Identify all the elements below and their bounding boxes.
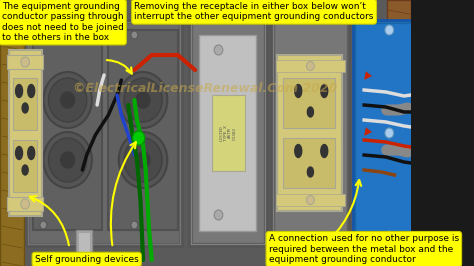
Text: Removing the receptacle in either box below won’t
interrupt the other equipment : Removing the receptacle in either box be… <box>135 2 374 21</box>
Bar <box>13 78 37 130</box>
Circle shape <box>61 92 74 108</box>
Text: Jeffrey Simpson: Jeffrey Simpson <box>331 249 403 258</box>
Bar <box>356 23 424 243</box>
Bar <box>283 78 335 128</box>
Bar <box>26 20 182 246</box>
Circle shape <box>124 138 162 182</box>
Ellipse shape <box>321 144 328 157</box>
Circle shape <box>43 72 92 128</box>
Ellipse shape <box>28 85 35 98</box>
Bar <box>33 30 102 230</box>
Ellipse shape <box>307 167 313 177</box>
Bar <box>7 55 43 69</box>
Circle shape <box>21 57 29 67</box>
Bar <box>387 0 411 266</box>
Ellipse shape <box>295 85 302 98</box>
Bar <box>353 20 427 246</box>
Bar <box>0 0 24 266</box>
Bar <box>7 197 43 211</box>
Bar <box>78 232 90 264</box>
Bar <box>276 194 345 206</box>
Circle shape <box>119 132 167 188</box>
Circle shape <box>48 78 87 122</box>
Bar <box>109 30 178 230</box>
Circle shape <box>131 221 138 229</box>
Bar <box>211 95 245 171</box>
Bar <box>277 55 343 211</box>
Bar <box>28 23 180 243</box>
Ellipse shape <box>28 147 35 160</box>
Circle shape <box>385 25 393 35</box>
Bar <box>283 138 335 188</box>
Circle shape <box>131 31 138 39</box>
Circle shape <box>40 221 47 229</box>
Circle shape <box>214 45 223 55</box>
Text: A connection used for no other purpose is
required between the metal box and the: A connection used for no other purpose i… <box>269 234 459 264</box>
Circle shape <box>385 128 393 138</box>
Ellipse shape <box>295 144 302 157</box>
Bar <box>276 60 345 72</box>
Circle shape <box>214 210 223 220</box>
Circle shape <box>21 199 29 209</box>
Circle shape <box>40 31 47 39</box>
Bar <box>13 140 37 192</box>
Circle shape <box>119 72 167 128</box>
Bar <box>76 230 92 266</box>
Ellipse shape <box>16 147 23 160</box>
Text: Self grounding devices: Self grounding devices <box>35 255 138 264</box>
Circle shape <box>48 138 87 182</box>
Bar <box>189 20 267 246</box>
Circle shape <box>385 231 393 241</box>
Bar <box>24 0 387 266</box>
Bar <box>274 23 347 243</box>
Text: ©ElectricalLicenseRenewal.Com 2020: ©ElectricalLicenseRenewal.Com 2020 <box>73 81 337 94</box>
Text: The equipment grounding
conductor passing through
does not need to be joined
to : The equipment grounding conductor passin… <box>2 2 124 42</box>
Circle shape <box>136 152 150 168</box>
Circle shape <box>307 196 314 205</box>
Circle shape <box>136 92 150 108</box>
Circle shape <box>307 61 314 70</box>
Ellipse shape <box>22 103 28 113</box>
Circle shape <box>133 131 145 145</box>
Circle shape <box>61 152 74 168</box>
Bar <box>191 23 264 243</box>
Text: LISTED
TYPE X
ASTM
C1302: LISTED TYPE X ASTM C1302 <box>219 125 237 141</box>
Ellipse shape <box>22 165 28 175</box>
Ellipse shape <box>307 107 313 117</box>
Bar <box>272 20 349 246</box>
Ellipse shape <box>16 85 23 98</box>
Circle shape <box>124 78 162 122</box>
Bar <box>9 50 42 216</box>
Bar <box>200 35 256 231</box>
Circle shape <box>43 132 92 188</box>
Ellipse shape <box>321 85 328 98</box>
